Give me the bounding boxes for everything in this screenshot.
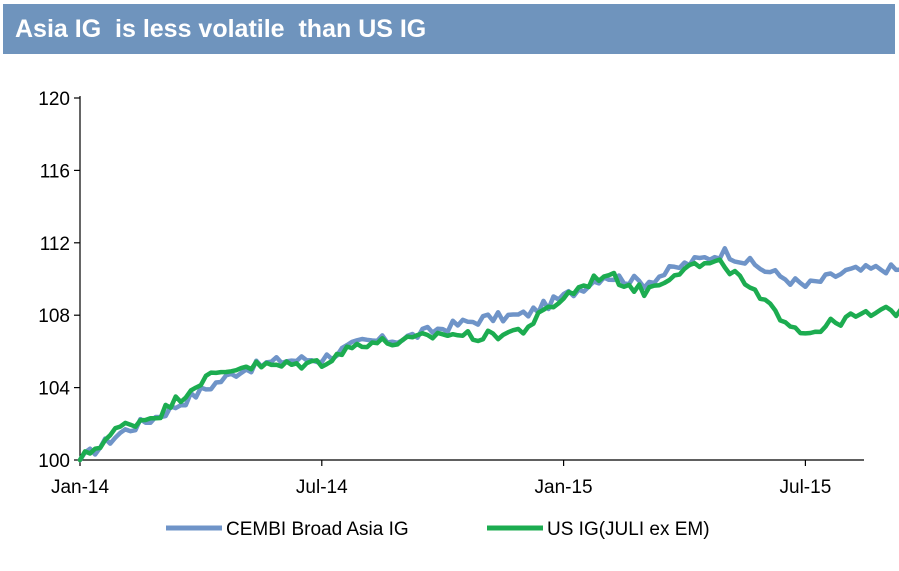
title-bar: Asia IG is less volatile than US IG [3, 4, 895, 54]
y-tick-label: 116 [40, 161, 70, 182]
series-line-2 [77, 257, 899, 463]
y-tick-label: 120 [38, 89, 70, 110]
x-tick-label: Jul-14 [296, 477, 348, 498]
legend-label-2: US IG(JULI ex EM) [547, 519, 710, 540]
y-tick-label: 100 [38, 451, 70, 472]
series-line-1 [77, 246, 899, 463]
y-tick-label: 108 [38, 306, 70, 327]
x-tick-label: Jan-14 [51, 477, 110, 498]
y-tick-label: 112 [40, 234, 70, 255]
legend-label-1: CEMBI Broad Asia IG [226, 519, 409, 540]
chart-title: Asia IG is less volatile than US IG [15, 15, 427, 43]
y-tick-label: 104 [38, 379, 70, 400]
x-tick-label: Jul-15 [780, 477, 832, 498]
x-tick-label: Jan-15 [535, 477, 593, 498]
